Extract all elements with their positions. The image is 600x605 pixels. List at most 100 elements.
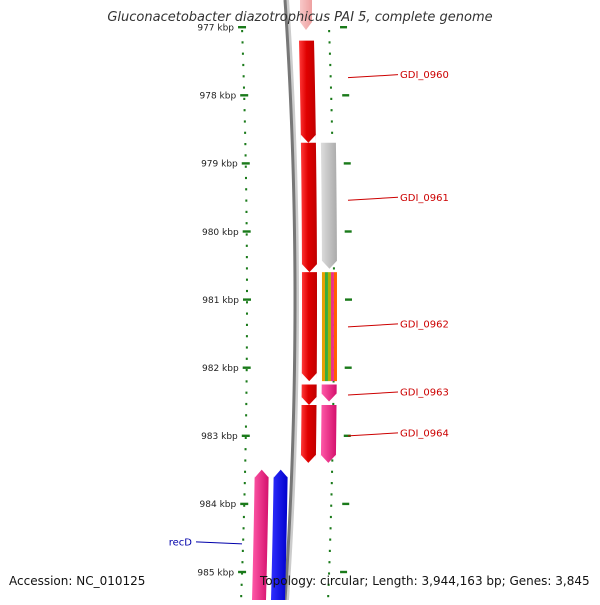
ruler-dot-right (330, 97, 333, 100)
ruler-dot-left (243, 97, 246, 100)
ruler-dot-right (330, 109, 333, 112)
ruler-dot-left (245, 210, 248, 213)
topology-summary: Topology: circular; Length: 3,944,163 bp… (260, 574, 590, 588)
backbone-layer (283, 0, 300, 601)
cds-feature-stripe (330, 272, 334, 382)
ruler-dot-left (240, 583, 243, 586)
ruler-dot-right (329, 75, 332, 78)
ruler-dot-left (245, 278, 248, 281)
ruler-tick-major (238, 26, 247, 29)
gene-feature (301, 272, 317, 382)
gene-feature (299, 40, 316, 143)
ruler-dot-right (327, 583, 330, 586)
ruler-tick-major (240, 502, 249, 506)
ruler-dot-left (245, 312, 248, 315)
ruler-dot-left (244, 176, 247, 180)
ruler-tick-label: 979 kbp (201, 160, 238, 170)
ruler-dot-right (328, 561, 331, 564)
cds-feature (320, 404, 337, 463)
ruler-dot-left (244, 131, 247, 134)
ruler-tick-minor (344, 230, 352, 233)
ruler-tick-major (242, 366, 251, 369)
cds-feature (320, 142, 337, 269)
ruler-dot-left (245, 233, 248, 236)
ruler-dot-left (245, 199, 248, 202)
ruler-tick-minor (343, 434, 351, 437)
gene-label-line (195, 541, 243, 545)
cds-feature-stripe (327, 272, 331, 382)
ruler-dot-left (245, 289, 248, 293)
ruler-dot-right (329, 515, 332, 519)
ruler-tick-major (242, 230, 251, 233)
gene-feature (300, 0, 312, 30)
ruler-dot-left (241, 30, 244, 33)
ruler-dot-right (332, 402, 335, 406)
ruler-dot-left (241, 549, 244, 552)
ruler-dot-right (331, 131, 334, 134)
ruler-dot-left (245, 357, 248, 360)
ruler-dot-left (244, 425, 247, 428)
cds-feature (251, 469, 269, 605)
ruler-dot-left (242, 75, 245, 78)
ruler-tick-label: 985 kbp (197, 568, 234, 578)
ruler-dot-right (329, 527, 332, 530)
ruler-tick-major (240, 94, 249, 97)
ruler-dot-left (240, 595, 243, 598)
ruler-dot-left (245, 301, 248, 304)
ruler-dot-left (243, 109, 246, 112)
ruler-tick-minor (342, 94, 350, 97)
ruler-dot-right (329, 86, 332, 89)
gene-label: GDI_0962 (400, 319, 449, 330)
ruler-dot-left (245, 346, 248, 349)
ruler-dot-right (328, 41, 331, 44)
ruler-tick-major (241, 434, 250, 437)
gene-label-line (347, 323, 399, 328)
map-title: Gluconacetobacter diazotrophicus PAI 5, … (107, 10, 493, 25)
ruler-dot-left (243, 120, 246, 123)
ruler-dot-right (332, 380, 335, 383)
ruler-dot-left (245, 391, 248, 394)
ruler-dot-right (330, 120, 333, 123)
gene-label: GDI_0964 (400, 428, 449, 439)
ruler-dot-left (245, 267, 248, 270)
ruler-dot-right (331, 459, 334, 462)
ruler-dot-right (328, 549, 331, 552)
ruler-dot-right (331, 470, 334, 473)
ruler-dot-left (243, 493, 246, 496)
ruler-dot-right (327, 595, 330, 598)
ruler-dot-left (243, 482, 246, 485)
ruler-tick-label: 980 kbp (202, 228, 239, 238)
ruler-dot-right (330, 504, 333, 507)
ruler-dot-left (244, 448, 247, 451)
labels-layer: GDI_0960 GDI_0961 GDI_0962 GDI_0963 GDI_0964… (169, 70, 449, 548)
gene-feature (300, 404, 317, 463)
gene-feature (270, 469, 288, 605)
ruler-tick-minor (343, 162, 351, 165)
ruler-tick-major (241, 162, 250, 165)
gene-label: GDI_0961 (400, 193, 449, 204)
backbone-shadow (285, 0, 300, 601)
features-layer (251, 0, 337, 605)
gene-label-line (347, 74, 399, 79)
ruler-tick-major (238, 570, 247, 574)
ruler-dot-right (329, 63, 332, 67)
ruler-tick-minor (344, 298, 352, 301)
ruler-dot-left (242, 538, 245, 541)
ruler-dot-left (245, 414, 248, 417)
cds-feature-stripe (324, 272, 328, 382)
ruler-dot-right (330, 482, 333, 485)
ruler-dot-left (241, 572, 244, 575)
ruler-tick-minor (340, 570, 348, 574)
backbone-line (283, 0, 297, 601)
gene-label: GDI_0963 (400, 388, 449, 399)
cds-feature (321, 384, 337, 402)
ruler-dot-left (244, 143, 247, 146)
ruler-dot-right (329, 538, 332, 541)
ruler-dot-left (241, 41, 244, 44)
cds-feature-stripe (321, 272, 325, 382)
ruler-dot-left (245, 256, 248, 259)
ruler-tick-minor (344, 366, 352, 369)
ruler-dot-left (245, 222, 248, 225)
